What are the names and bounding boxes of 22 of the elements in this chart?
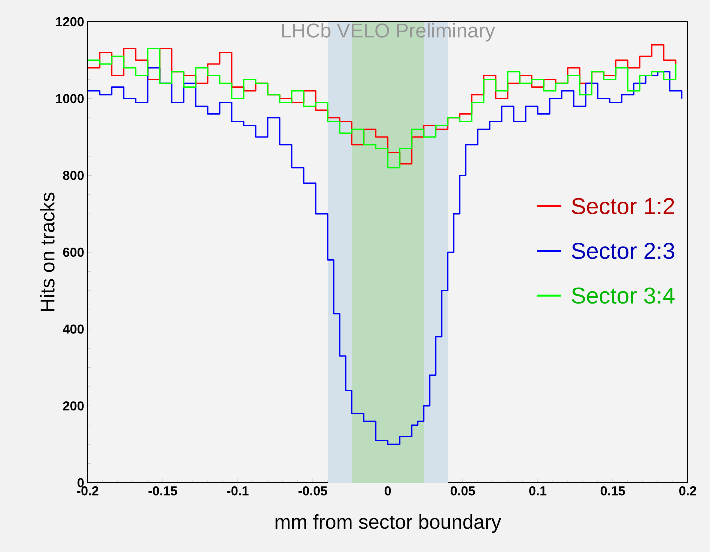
y-tick-label: 1000 — [56, 94, 84, 104]
x-tick-label: -0.1 — [227, 486, 249, 496]
annotation: LHCb VELO Preliminary — [282, 23, 496, 42]
x-tick-label: -0.05 — [298, 486, 328, 496]
y-tick-label: 600 — [63, 248, 84, 258]
x-tick-label: 0.2 — [680, 486, 696, 496]
legend-label: Sector 1:2 — [572, 198, 674, 214]
y-tick-label: 800 — [63, 171, 84, 180]
x-tick-label: 0.05 — [450, 486, 476, 496]
legend-label: Sector 3:4 — [572, 288, 675, 304]
y-axis-title: Hits on tracks — [40, 192, 55, 312]
x-axis-title: mm from sector boundary — [276, 514, 502, 534]
x-tick-label: 0 — [384, 486, 392, 496]
legend-label: Sector 2:3 — [572, 243, 674, 260]
y-tick-label: 1200 — [56, 17, 84, 27]
x-tick-label: 0.15 — [600, 486, 626, 496]
x-tick-label: -0.15 — [148, 486, 178, 496]
y-tick-label: 0 — [78, 478, 84, 488]
x-tick-label: -0.2 — [77, 486, 99, 496]
x-tick-label: 0.1 — [530, 486, 547, 496]
y-tick-label: 200 — [63, 402, 84, 411]
y-tick-label: 400 — [63, 324, 84, 334]
